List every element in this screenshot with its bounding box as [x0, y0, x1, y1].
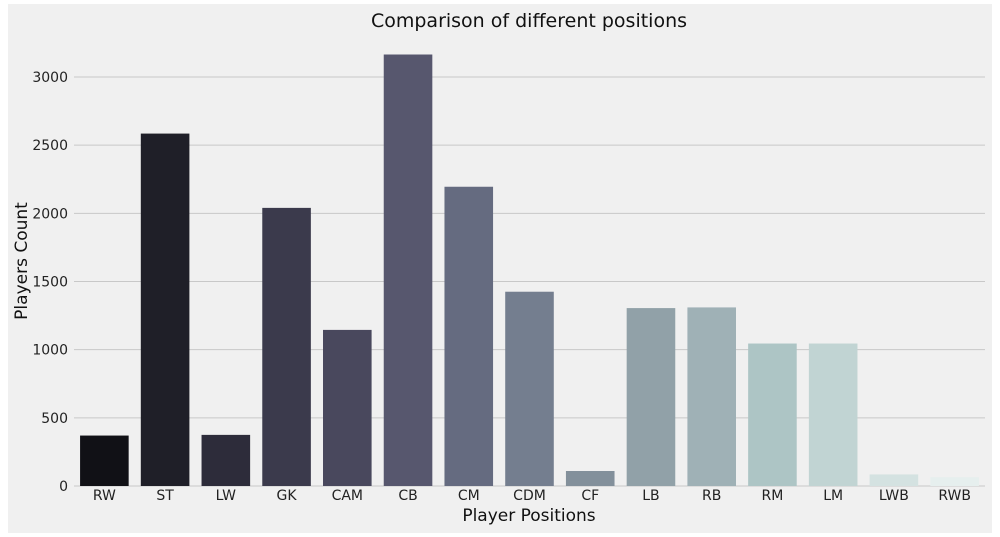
- x-tick-label: LW: [216, 488, 237, 504]
- y-tick-label: 3000: [32, 70, 68, 86]
- bar-cm: [444, 186, 494, 486]
- y-tick-label: 500: [41, 411, 68, 427]
- bar-rwb: [930, 477, 979, 486]
- x-axis-title: Player Positions: [462, 506, 595, 526]
- bar-cb: [383, 54, 433, 486]
- chart-title: Comparison of different positions: [371, 10, 687, 32]
- x-tick-label: RWB: [938, 488, 971, 504]
- x-tick-label: RW: [93, 488, 116, 504]
- bar-lb: [626, 308, 676, 486]
- bar-rb: [687, 307, 736, 486]
- bar-lm: [808, 343, 858, 486]
- x-tick-label: LWB: [879, 488, 909, 504]
- x-tick-label: CM: [458, 488, 480, 504]
- bar-cdm: [505, 291, 554, 486]
- y-tick-label: 1000: [32, 343, 68, 359]
- bar-cam: [323, 329, 372, 486]
- bars: [80, 54, 979, 486]
- y-axis-title: Players Count: [12, 202, 32, 320]
- y-tick-label: 1500: [32, 275, 68, 291]
- bar-cf: [565, 471, 615, 486]
- x-tick-label: ST: [156, 488, 174, 504]
- x-tick-label: CF: [581, 488, 599, 504]
- x-tick-label: GK: [277, 488, 298, 504]
- x-tick-label: LM: [823, 488, 843, 504]
- bar-rw: [80, 435, 129, 486]
- y-tick-labels: 0 500 1000 1500 2000 2500 3000: [32, 70, 68, 495]
- bar-rm: [748, 343, 797, 486]
- bar-gk: [262, 207, 311, 486]
- y-tick-label: 2500: [32, 138, 68, 154]
- x-tick-label: RM: [762, 488, 784, 504]
- x-tick-label: RB: [702, 488, 721, 504]
- bar-lw: [201, 434, 251, 486]
- x-tick-label: CDM: [513, 488, 546, 504]
- y-tick-label: 0: [59, 479, 68, 495]
- x-tick-label: CAM: [332, 488, 363, 504]
- bar-st: [140, 133, 190, 486]
- x-tick-label: CB: [398, 488, 417, 504]
- y-tick-label: 2000: [32, 206, 68, 222]
- x-tick-labels: RW ST LW GK CAM CB CM CDM CF LB RB RM LM LWB RWB: [93, 488, 971, 504]
- x-tick-label: LB: [642, 488, 659, 504]
- bar-lwb: [869, 474, 919, 486]
